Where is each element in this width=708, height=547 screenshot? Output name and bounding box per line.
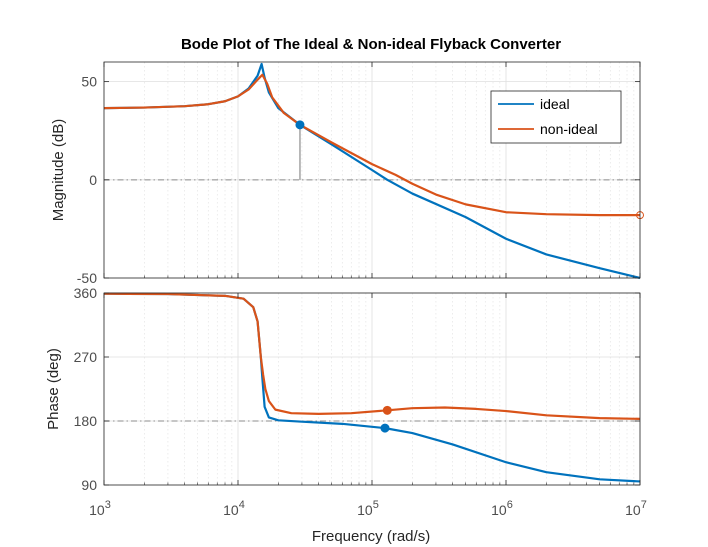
phase-datatip-marker-non-ideal[interactable] bbox=[382, 405, 392, 415]
legend-label-non-ideal: non-ideal bbox=[540, 121, 598, 137]
phase-y-label: Phase (deg) bbox=[45, 348, 62, 430]
phase-y-tick-label: 180 bbox=[74, 413, 98, 429]
magnitude-y-tick-label: 0 bbox=[89, 172, 97, 188]
x-tick-label: 106 bbox=[491, 499, 513, 518]
legend-label-ideal: ideal bbox=[540, 96, 570, 112]
x-tick-label: 107 bbox=[625, 499, 647, 518]
magnitude-y-label: Magnitude (dB) bbox=[50, 119, 67, 222]
magnitude-y-tick-label: 50 bbox=[81, 74, 97, 90]
magnitude-datatip-marker-ideal[interactable] bbox=[295, 120, 305, 130]
magnitude-series-non-ideal bbox=[103, 73, 640, 217]
phase-y-tick-label: 360 bbox=[74, 285, 98, 301]
x-axis-label: Frequency (rad/s) bbox=[312, 528, 430, 545]
phase-y-tick-label: 90 bbox=[81, 477, 97, 493]
x-tick-label: 105 bbox=[357, 499, 379, 518]
phase-axes: 90 180 270 360 103 104 105 106 107 bbox=[74, 285, 647, 518]
phase-series-non-ideal bbox=[103, 292, 641, 420]
magnitude-y-tick-label: -50 bbox=[77, 270, 97, 286]
phase-datatip-marker-ideal[interactable] bbox=[380, 423, 390, 433]
legend-box bbox=[490, 90, 622, 144]
legend[interactable]: ideal non-ideal bbox=[490, 90, 622, 144]
chart-title: Bode Plot of The Ideal & Non-ideal Flyba… bbox=[181, 36, 561, 53]
x-tick-label: 104 bbox=[223, 499, 245, 518]
x-tick-label: 103 bbox=[89, 499, 111, 518]
phase-y-tick-label: 270 bbox=[74, 349, 98, 365]
